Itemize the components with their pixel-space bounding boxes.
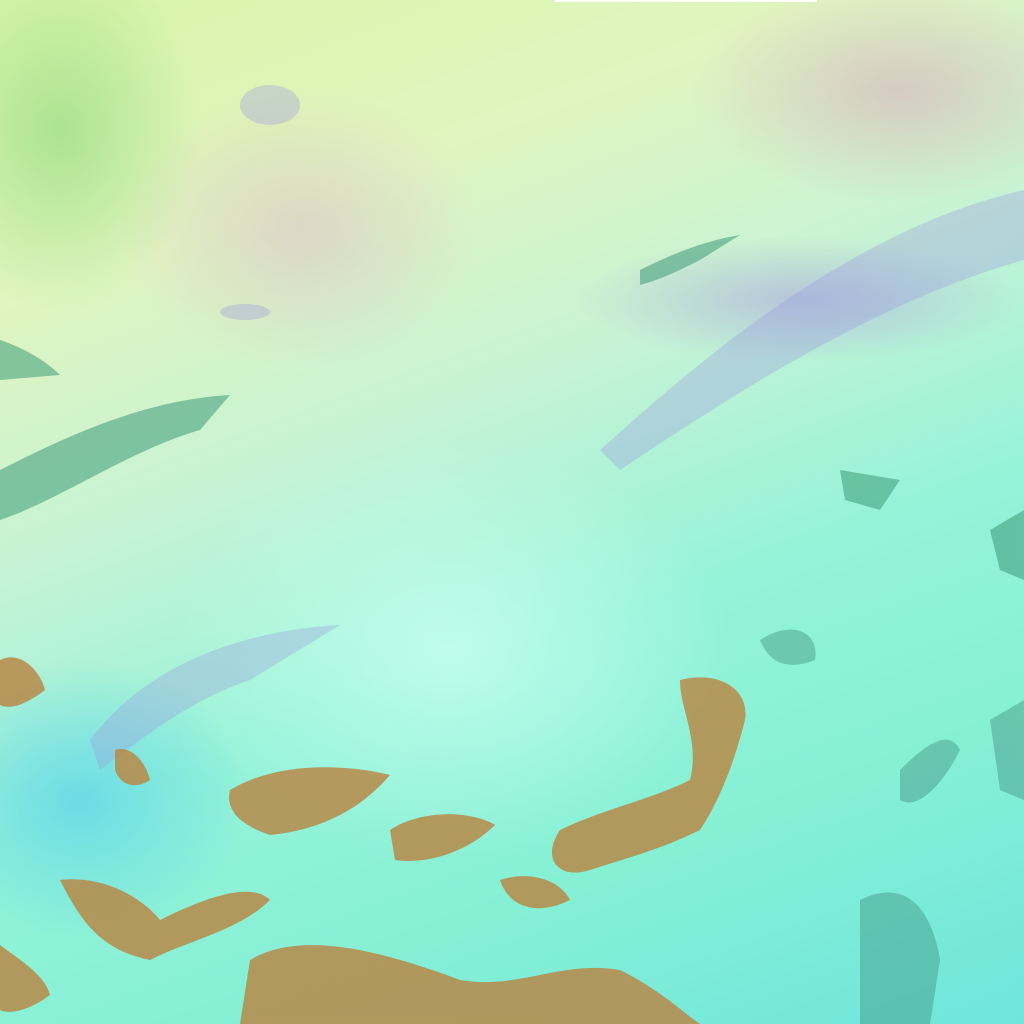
land-patches <box>0 657 746 1024</box>
cloud-shadow-streaks <box>0 235 1024 580</box>
purple-haze <box>90 85 1024 770</box>
dark-fringe <box>760 629 1024 1024</box>
top-edge-strip <box>555 0 817 2</box>
